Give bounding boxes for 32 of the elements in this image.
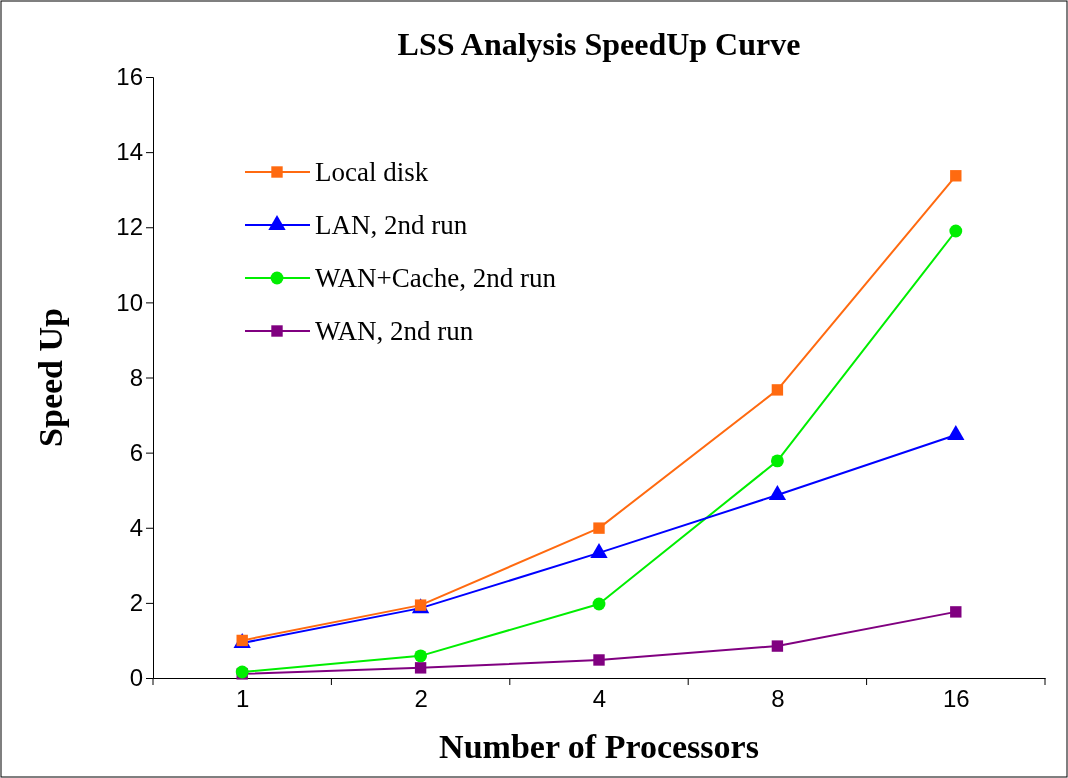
x-tick-label: 8	[771, 685, 785, 713]
y-tick-label: 10	[116, 288, 143, 316]
point	[593, 654, 605, 666]
y-tick-label: 2	[129, 589, 143, 617]
point	[770, 454, 784, 468]
y-axis-title: Speed Up	[32, 308, 69, 447]
y-tick-label: 12	[116, 213, 143, 241]
chart-title: LSS Analysis SpeedUp Curve	[397, 26, 801, 62]
legend-label: WAN+Cache, 2nd run	[315, 263, 557, 293]
legend-label: Local disk	[315, 157, 429, 187]
point	[771, 384, 784, 396]
y-tick-label: 14	[116, 138, 143, 166]
y-tick-label: 6	[129, 438, 143, 466]
y-tick-label: 4	[129, 513, 143, 541]
point	[414, 662, 427, 674]
legend-label: LAN, 2nd run	[315, 210, 468, 240]
y-tick-label: 0	[129, 664, 143, 692]
point	[593, 522, 605, 534]
x-tick-label: 2	[414, 685, 428, 713]
x-tick-label: 4	[592, 685, 607, 713]
point	[950, 606, 962, 618]
point	[950, 170, 962, 182]
x-tick-label: 1	[236, 685, 250, 713]
x-tick-label: 16	[942, 685, 970, 713]
point	[414, 649, 428, 663]
point	[771, 640, 784, 652]
legend-label: WAN, 2nd run	[315, 316, 474, 346]
y-tick-label: 16	[116, 63, 143, 91]
point	[592, 597, 606, 611]
y-tick-label: 8	[129, 363, 143, 391]
x-axis-title: Number of Processors	[439, 728, 759, 765]
point	[949, 224, 963, 238]
